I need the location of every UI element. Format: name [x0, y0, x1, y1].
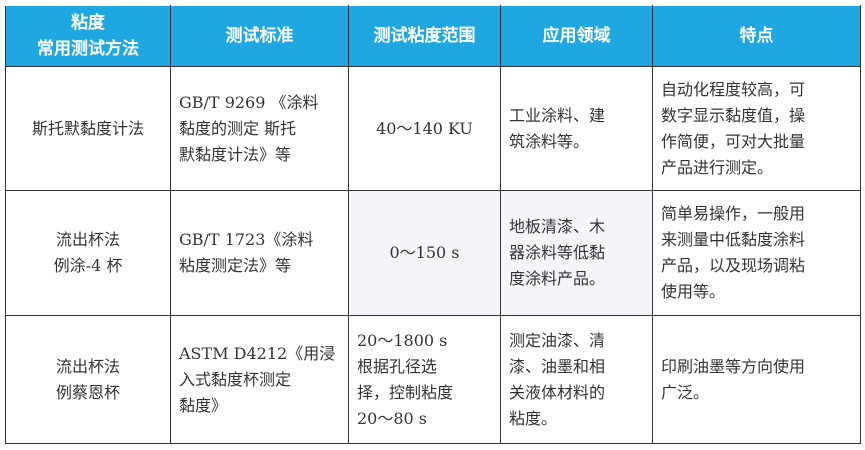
cell-line: 根据孔径选 [357, 356, 438, 376]
cell-features: 简单易操作，一般用 来测量中低黏度涂料 产品，以及现场调粘 使用等。 [652, 190, 861, 316]
cell-standard: GB/T 9269 《涂料 黏度的测定 斯托 默黏度计法》等 [170, 66, 349, 191]
cell-line: 广泛。 [661, 382, 710, 402]
cell-line: 黏度》 [179, 395, 228, 415]
cell-line: 度涂料产品。 [509, 269, 606, 288]
cell-line: GB/T 9269 《涂料 [179, 92, 319, 112]
cell-line: 流出杯法 [55, 230, 120, 249]
cell-method: 流出杯法例涂-4 杯 [5, 190, 171, 316]
cell-line: 例涂-4 杯 [53, 256, 123, 275]
cell-features: 自动化程度较高，可 数字显示黏度值，操 作简便，可对大批量 产品进行测定。 [652, 66, 861, 191]
cell-line: 器涂料等低黏 [509, 243, 606, 262]
cell-line: 使用等。 [661, 282, 726, 301]
cell-line: 黏度的测定 斯托 [179, 118, 297, 138]
cell-method: 斯托默黏度计法 [5, 66, 171, 191]
cell-line: 自动化程度较高，可 [661, 79, 806, 99]
cell-line: 关液体材料的 [509, 382, 606, 402]
table-row: 流出杯法 例蔡恩杯 ASTM D4212《用浸 入式黏度杯测定 黏度》 20～1800 s… [5, 315, 861, 444]
cell-line: 斯托默黏度计法 [31, 118, 144, 138]
cell-line: 测定油漆、清 [509, 330, 606, 350]
header-features: 特点 [652, 5, 861, 67]
cell-line: 20～80 s [357, 408, 428, 428]
cell-line: 40～140 KU [376, 118, 473, 138]
header-method: 粘度 常用测试方法 [5, 5, 171, 67]
table-row: 流出杯法 例涂-4 杯 GB/T 1723《涂料 粘度测定法》等 0～150 s 地板清漆… [5, 190, 861, 316]
cell-line: 漆、油墨和相 [509, 356, 606, 376]
cell-line: GB/T 1723《涂料 [179, 230, 314, 249]
cell-standard: GB/T 1723《涂料 粘度测定法》等 [170, 190, 349, 316]
cell-application: 地板清漆、木 器涂料等低黏 度涂料产品。 [500, 190, 653, 316]
header-line: 常用测试方法 [37, 39, 139, 59]
cell-application: 测定油漆、清 漆、油墨和相 关液体材料的 粘度。 [500, 315, 653, 444]
header-range: 测试粘度范围 [348, 5, 501, 67]
cell-line: 产品，以及现场调粘 [661, 256, 806, 275]
cell-features: 印刷油墨等方向使用 广泛。 [652, 315, 861, 444]
cell-line: 粘度。 [509, 408, 558, 428]
cell-line: ASTM D4212《用浸 [179, 343, 336, 363]
cell-line: 产品进行测定。 [661, 157, 774, 177]
cell-range: 20～1800 s 根据孔径选择，控制粘度 20～80 s [348, 315, 501, 444]
cell-line: 例蔡恩杯 [55, 382, 120, 402]
cell-line: 0～150 s [389, 243, 460, 262]
cell-line: 粘度测定法》等 [179, 256, 292, 275]
cell-line: 印刷油墨等方向使用 [661, 356, 806, 376]
cell-application: 工业涂料、建 筑涂料等。 [500, 66, 653, 191]
cell-line: 工业涂料、建 [509, 105, 606, 125]
header-standard: 测试标准 [170, 5, 349, 67]
viscosity-test-methods-table: 粘度常用测试方法 测试标准 测试粘度范围 应用领域 特点 斯托默黏度计法 GB/T… [5, 5, 861, 444]
cell-range: 0～150 s [348, 190, 501, 316]
cell-line: 择，控制粘度 [357, 382, 454, 402]
table-row: 斯托默黏度计法 GB/T 9269 《涂料 黏度的测定 斯托 默黏度计法》等 40～14… [5, 66, 861, 191]
cell-line: 流出杯法 [55, 356, 120, 376]
cell-line: 地板清漆、木 [509, 217, 606, 236]
cell-line: 作简便，可对大批量 [661, 131, 806, 151]
cell-standard: ASTM D4212《用浸 入式黏度杯测定 黏度》 [170, 315, 349, 444]
cell-line: 数字显示黏度值，操 [661, 105, 806, 125]
cell-line: 默黏度计法》等 [179, 144, 292, 164]
cell-line: 20～1800 s [357, 330, 448, 350]
cell-method: 流出杯法 例蔡恩杯 [5, 315, 171, 444]
header-application: 应用领域 [500, 5, 653, 67]
cell-line: 简单易操作，一般用 [661, 204, 806, 223]
cell-line: 入式黏度杯测定 [179, 369, 292, 389]
cell-line: 来测量中低黏度涂料 [661, 230, 806, 249]
cell-range: 40～140 KU [348, 66, 501, 191]
header-line: 粘度 [71, 13, 105, 33]
cell-line: 筑涂料等。 [509, 131, 590, 151]
header-row: 粘度常用测试方法 测试标准 测试粘度范围 应用领域 特点 [5, 5, 861, 67]
